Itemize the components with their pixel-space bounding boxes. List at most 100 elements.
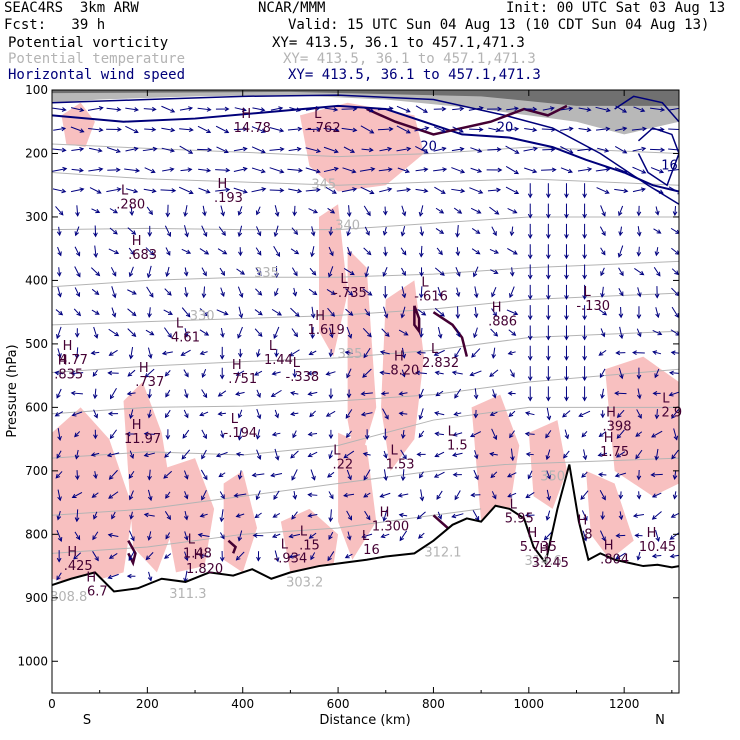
wind-vector-609	[541, 127, 556, 132]
wind-vector-91	[107, 532, 119, 538]
wind-vector-103	[127, 289, 137, 295]
wind-vector-331	[305, 187, 321, 193]
wind-vector-575	[509, 267, 515, 277]
wind-vector-549	[487, 147, 502, 152]
wind-vector-526	[468, 106, 484, 111]
pv-extremum-kind-34: H	[539, 542, 549, 557]
wind-vector-10	[55, 309, 64, 316]
wind-vector-692	[615, 105, 628, 113]
wind-vector-210	[197, 532, 210, 538]
wind-vector-176	[183, 328, 189, 338]
wind-vector-702	[618, 306, 624, 319]
wind-vector-413	[362, 451, 371, 457]
wind-vector-125	[145, 247, 155, 256]
wind-vector-651	[577, 167, 593, 172]
wind-vector-305	[287, 126, 303, 132]
wind-vector-655	[582, 244, 587, 260]
wind-vector-751	[654, 368, 660, 379]
wind-vector-295	[270, 389, 282, 397]
wind-vector-716	[631, 126, 648, 132]
wind-vector-604	[525, 451, 534, 457]
wind-vector-293	[274, 349, 279, 358]
wind-vector-534	[472, 266, 479, 278]
wind-vector-457	[400, 449, 407, 460]
wind-vector-424	[382, 226, 388, 236]
pv-extremum-value-22: -.194	[224, 426, 258, 441]
wind-vector-518	[451, 370, 463, 376]
wind-vector-559	[491, 347, 497, 359]
wind-vector-587	[524, 106, 538, 112]
wind-vector-63	[93, 429, 98, 440]
wind-vector-48	[88, 127, 104, 133]
wind-vector-516	[455, 328, 461, 338]
wind-vector-437	[379, 492, 391, 498]
pv-shade-13	[605, 356, 679, 497]
wind-vector-779	[672, 470, 678, 480]
pv-extremum-value-38: 1.820	[186, 562, 223, 577]
wind-contour-2	[637, 127, 679, 187]
wind-vector-463	[414, 126, 430, 132]
wind-vector-436	[383, 469, 388, 482]
wind-vector-650	[577, 146, 593, 152]
terrain-mask	[52, 464, 679, 693]
wind-vector-232	[219, 509, 225, 523]
wind-vector-631	[560, 126, 574, 132]
wind-contour-label-1: 20	[497, 120, 514, 135]
wind-vector-470	[419, 267, 424, 277]
wind-vector-318	[290, 391, 299, 396]
wind-vector-726	[636, 328, 642, 338]
pv-extremum-kind-30: L	[281, 537, 289, 552]
wind-vector-603	[524, 431, 535, 437]
wind-vector-290	[274, 287, 279, 297]
wind-vector-708	[616, 429, 625, 439]
wind-vector-663	[578, 410, 591, 417]
wind-vector-334	[310, 246, 315, 258]
wind-vector-727	[632, 350, 645, 356]
wind-vector-126	[146, 265, 152, 279]
pv-extremum-value-11: 4.77	[59, 353, 88, 368]
wind-vector-108	[126, 391, 136, 396]
wind-vector-434	[382, 428, 388, 441]
wind-vector-86	[109, 429, 117, 440]
wind-vector-742	[651, 187, 664, 194]
wind-vector-632	[560, 146, 574, 154]
wind-vector-446	[400, 226, 406, 237]
wind-vector-474	[416, 350, 426, 356]
wind-vector-572	[507, 208, 518, 214]
wind-vector-180	[183, 409, 189, 419]
pv-extremum-value-14: .737	[135, 375, 164, 390]
wind-vector-58	[93, 326, 99, 339]
wind-vector-245	[238, 306, 244, 319]
pv-extremum-kind-14: H	[139, 361, 149, 376]
wind-vector-88	[108, 469, 118, 480]
wind-vector-412	[364, 429, 370, 440]
wind-vector-325	[288, 533, 301, 539]
wind-vector-268	[254, 309, 263, 316]
isentrope-label-10: 350	[540, 469, 565, 484]
wind-vector-87	[106, 452, 120, 458]
wind-vector-502	[433, 471, 445, 478]
wind-vector-496	[433, 349, 445, 356]
wind-vector-153	[164, 327, 172, 339]
wind-vector-475	[415, 370, 427, 376]
wind-vector-140	[145, 552, 154, 561]
wind-vector-281	[270, 106, 284, 111]
wind-vector-385	[344, 350, 353, 356]
wind-vector-326	[288, 554, 300, 559]
wind-vector-675	[600, 205, 606, 217]
wind-vector-109	[129, 409, 134, 420]
wind-vector-629	[543, 531, 553, 541]
wind-vector-777	[673, 428, 679, 441]
wind-vector-507	[451, 146, 465, 152]
wind-vector-408	[363, 347, 371, 359]
pv-extremum-kind-33: H	[527, 526, 537, 541]
wind-vector-64	[90, 452, 100, 457]
wind-vector-148	[164, 225, 172, 238]
wind-vector-377	[341, 187, 358, 193]
wind-vector-285	[269, 188, 285, 193]
wind-vector-602	[524, 411, 535, 416]
wind-vector-186	[184, 531, 189, 541]
wind-vector-759	[655, 529, 660, 543]
isentrope-label-9: 314.6	[525, 554, 562, 569]
wind-vector-640	[564, 305, 569, 321]
